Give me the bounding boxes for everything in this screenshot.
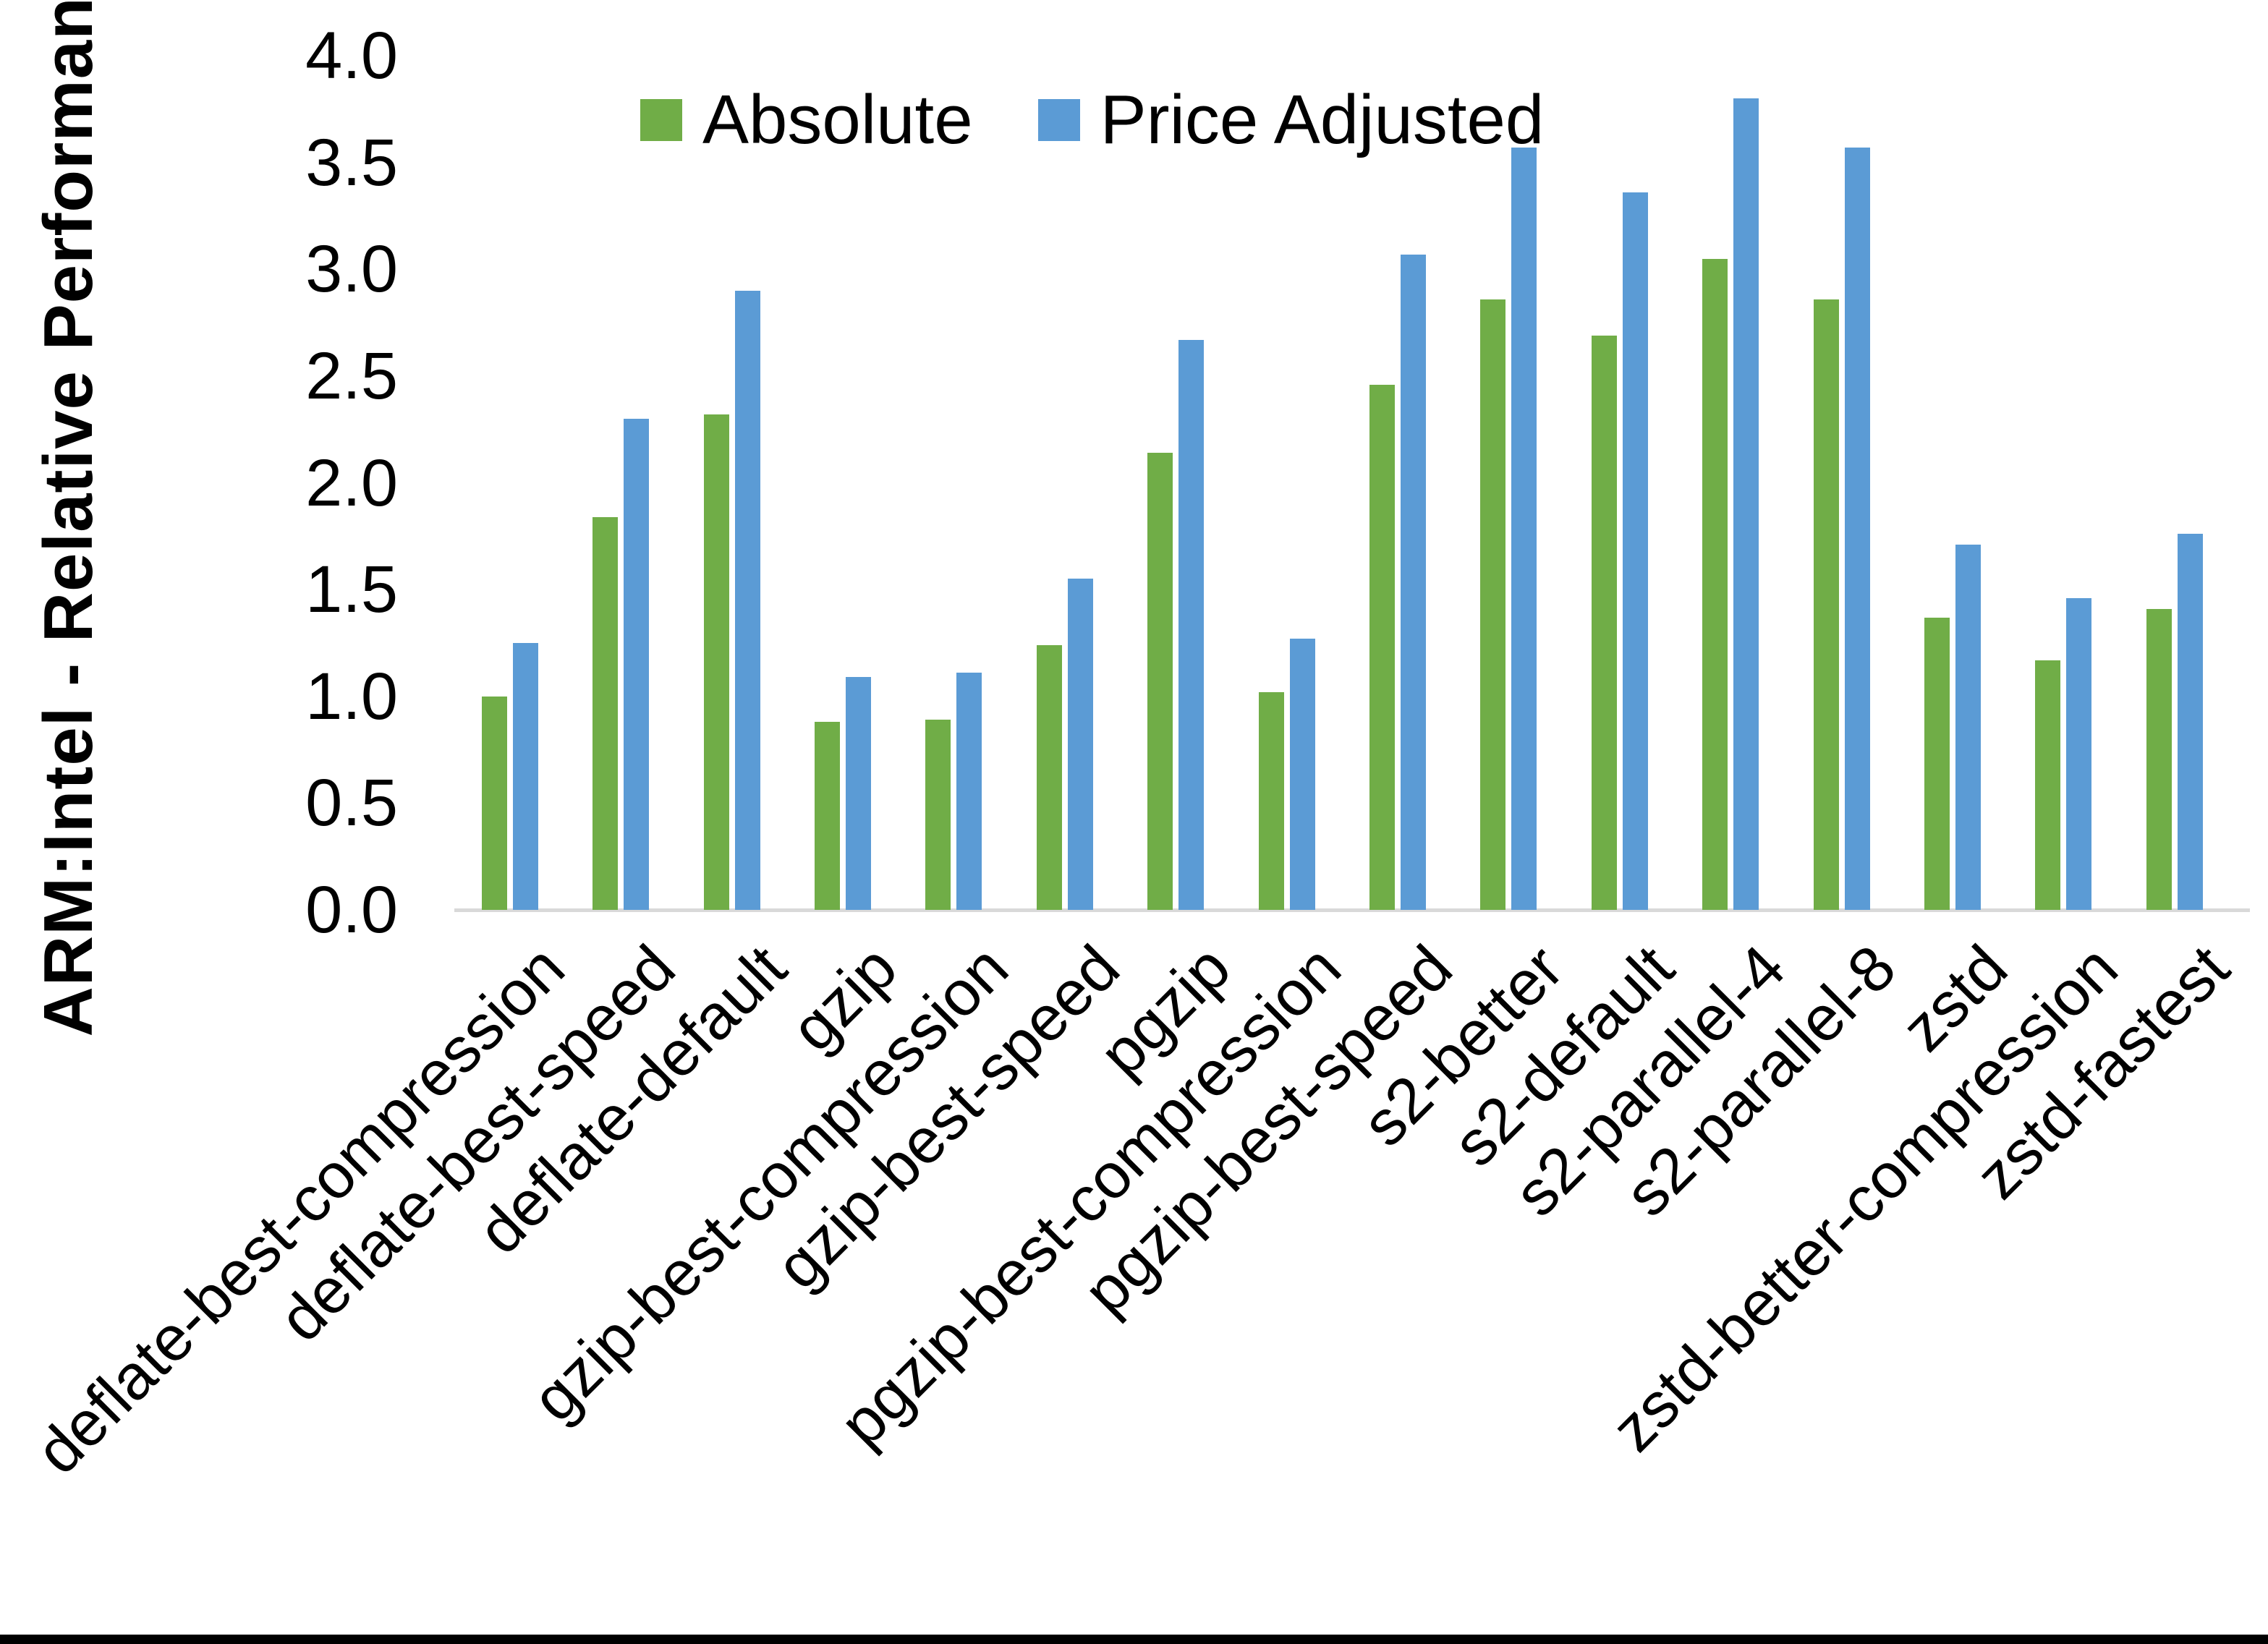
bar-price-adjusted [1067, 579, 1093, 910]
bar-absolute [1147, 453, 1173, 910]
bar-price-adjusted [1400, 254, 1426, 910]
bar-absolute [1591, 335, 1617, 910]
bar-price-adjusted [1622, 192, 1648, 910]
bar-price-adjusted [956, 673, 982, 910]
y-tick-label: 1.5 [305, 553, 398, 627]
y-tick-label: 0.5 [305, 766, 398, 840]
bar-absolute [593, 516, 619, 910]
bar-price-adjusted [512, 642, 538, 910]
legend-item-price-adjusted: Price Adjusted [1037, 81, 1545, 158]
legend-swatch-icon [1037, 99, 1080, 141]
bar-absolute [703, 414, 729, 910]
bar-price-adjusted [1955, 545, 1981, 910]
bar-price-adjusted [2177, 534, 2203, 910]
legend-item-absolute: Absolute [640, 85, 973, 155]
legend-swatch-icon [640, 99, 682, 141]
bar-price-adjusted [1733, 98, 1759, 910]
bar-price-adjusted [1844, 147, 1870, 910]
legend-label: Price Adjusted [1100, 81, 1545, 158]
bar-absolute [1258, 691, 1284, 910]
bar-absolute [814, 722, 840, 910]
bar-price-adjusted [2066, 597, 2092, 910]
bar-price-adjusted [1289, 639, 1315, 910]
bar-absolute [1036, 644, 1062, 910]
bar-price-adjusted [1511, 147, 1537, 910]
bar-price-adjusted [734, 290, 760, 910]
y-tick-label: 2.5 [305, 338, 398, 413]
bar-absolute [481, 696, 507, 910]
y-tick-label: 1.0 [305, 659, 398, 733]
y-tick-label: 4.0 [305, 19, 398, 93]
legend: Absolute Price Adjusted [640, 85, 1544, 155]
legend-label: Absolute [702, 81, 973, 158]
bar-absolute [925, 720, 951, 910]
bar-absolute [1813, 299, 1839, 910]
bar-absolute [2146, 608, 2172, 910]
bar-absolute [1369, 384, 1395, 910]
y-axis-title: ARM:Intel - Relative Performance [30, 0, 107, 1037]
bottom-border [0, 1635, 2268, 1644]
y-tick-label: 0.0 [305, 873, 398, 947]
bar-absolute [2035, 660, 2061, 910]
y-tick-label: 3.0 [305, 232, 398, 307]
bar-price-adjusted [845, 677, 871, 910]
bar-price-adjusted [624, 418, 650, 910]
x-axis-line [454, 908, 2250, 912]
bar-absolute [1702, 258, 1728, 910]
bar-absolute [1924, 617, 1950, 910]
bar-absolute [1480, 299, 1506, 910]
y-tick-label: 2.0 [305, 446, 398, 520]
bar-price-adjusted [1178, 339, 1205, 910]
y-tick-label: 3.5 [305, 125, 398, 200]
plot-area [454, 56, 2230, 910]
